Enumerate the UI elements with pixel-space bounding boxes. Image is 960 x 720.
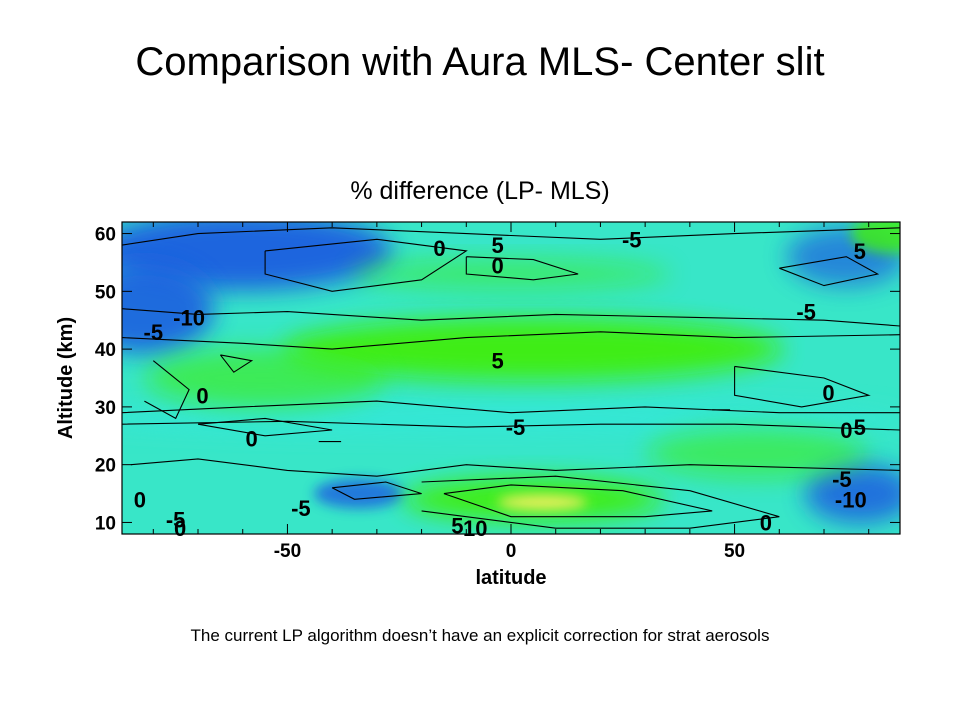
contour-label: 0 (196, 383, 208, 408)
contour-labels: 0 5 -505-5-10 -550 0-50 0 50 -5-5-10-50 5 10 0 (134, 227, 867, 541)
x-axis-label: latitude (475, 567, 546, 589)
contour-line (465, 256, 579, 281)
y-tick-label: 40 (95, 340, 116, 361)
contour-label: 0 (822, 380, 834, 405)
contour-line (122, 308, 900, 327)
contour-line (122, 420, 900, 431)
contour-lines (122, 227, 900, 529)
contour-line (421, 475, 780, 529)
color-blob (122, 263, 215, 354)
y-tick-label: 20 (95, 456, 116, 477)
x-tick-label: 0 (506, 541, 517, 562)
color-blob (313, 478, 404, 509)
axis-ticks (122, 222, 900, 534)
contour-line (443, 484, 713, 518)
contour-label: -5 (166, 508, 186, 533)
y-tick-label: 60 (95, 225, 116, 246)
contour-label: 5 (491, 233, 503, 258)
contour-line (130, 458, 900, 477)
contour-line (122, 331, 900, 350)
contour-line (779, 256, 880, 287)
slide-title: Comparison with Aura MLS- Center slit (135, 40, 825, 84)
contour-label: -5 (506, 415, 526, 440)
contour-label: -5 (144, 320, 164, 345)
contour-line (331, 481, 422, 500)
color-blob (145, 348, 386, 408)
color-blob (122, 222, 393, 291)
y-tick-label: 10 (95, 513, 116, 534)
color-blob (804, 463, 900, 524)
footnote-text: The current LP algorithm doesn’t have an… (190, 626, 770, 645)
contour-label: 0 (491, 253, 503, 278)
contour-label: 5 (854, 415, 866, 440)
contour-line (144, 360, 190, 420)
contour-label: 5 (854, 239, 866, 264)
contour-label: -5 (796, 300, 816, 325)
contour-label: 0 (134, 487, 146, 512)
contour-label: 0 (760, 510, 772, 535)
color-blob (851, 222, 900, 254)
contour-line (197, 417, 333, 437)
contour-label: -10 (835, 487, 867, 512)
y-tick-label: 30 (95, 398, 116, 419)
contour-line (219, 354, 254, 373)
color-blob (646, 428, 867, 479)
contour-line (734, 365, 871, 408)
contour-label: 0 (840, 418, 852, 443)
y-axis-label: Altitude (km) (55, 317, 77, 439)
contour-label: 0 (246, 427, 258, 452)
x-tick-label: -50 (274, 541, 301, 562)
contour-label: 5 (451, 513, 463, 538)
plot-area (122, 222, 900, 534)
color-field (122, 222, 900, 524)
contour-label: 0 (433, 236, 445, 261)
color-blob (497, 494, 588, 511)
contour-line (264, 238, 468, 292)
contour-label: 5 (491, 349, 503, 374)
contour-label: -10 (173, 305, 205, 330)
y-tick-label: 50 (95, 282, 116, 303)
color-blob (283, 317, 784, 382)
contour-label: 0 (174, 516, 186, 541)
contour-line (122, 227, 900, 246)
contour-label: -5 (291, 496, 311, 521)
contour-label: -5 (832, 467, 852, 492)
chart-title: % difference (LP- MLS) (350, 177, 610, 205)
contour-line (122, 400, 900, 414)
color-blob (351, 259, 671, 289)
x-tick-label: 50 (724, 541, 745, 562)
contour-label: 10 (463, 516, 487, 541)
contour-label: -5 (622, 227, 642, 252)
